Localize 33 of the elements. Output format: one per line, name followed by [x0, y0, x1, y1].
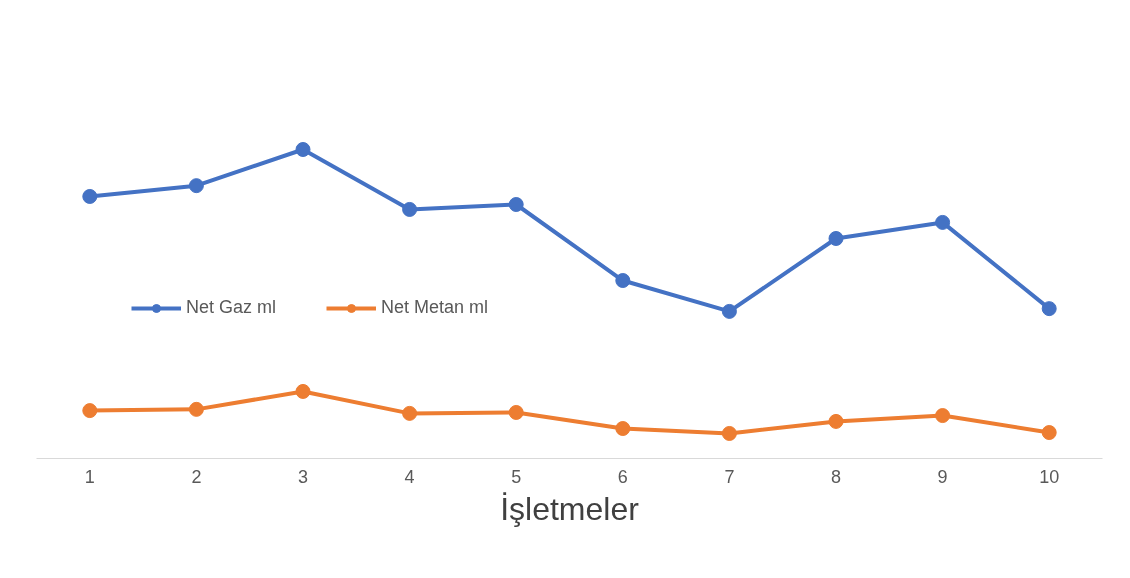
point [188, 401, 204, 417]
point [935, 408, 951, 424]
x-tick-label: 3 [297, 466, 309, 487]
x-tick-label: 10 [1039, 466, 1060, 487]
point [935, 214, 951, 230]
point [508, 197, 524, 212]
x-axis-title: İşletmeler [500, 490, 640, 527]
point [82, 403, 98, 419]
x-tick-label: 2 [191, 466, 202, 487]
x-tick-label: 9 [937, 466, 948, 487]
legend-label: Net Metan ml [381, 297, 489, 318]
point [828, 413, 844, 429]
point [615, 273, 631, 288]
x-tick-label: 1 [84, 466, 95, 487]
point [295, 142, 311, 157]
point [82, 188, 98, 204]
point [615, 421, 631, 437]
point [295, 383, 311, 399]
x-tick-label: 6 [617, 466, 628, 487]
point [828, 231, 844, 246]
point [721, 425, 737, 441]
point [508, 404, 524, 420]
x-tick-label: 8 [830, 466, 842, 487]
point [1041, 301, 1057, 317]
point [402, 405, 418, 421]
point [1041, 425, 1057, 441]
legend-label: Net Gaz ml [186, 297, 277, 318]
x-tick-label: 7 [724, 466, 735, 487]
point [402, 201, 418, 217]
point [721, 303, 737, 319]
x-tick-label: 4 [404, 466, 415, 487]
x-tick-label: 5 [511, 466, 522, 487]
point [188, 178, 204, 194]
